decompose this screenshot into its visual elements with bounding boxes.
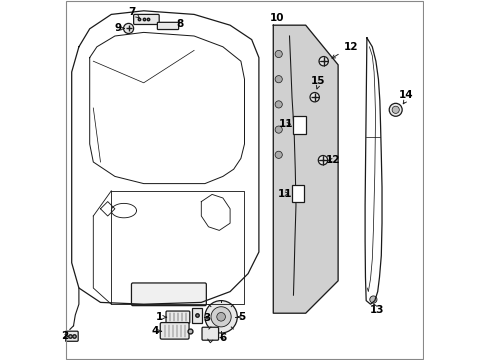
Text: 8: 8 [177, 19, 183, 30]
Circle shape [204, 301, 237, 333]
Circle shape [275, 50, 282, 58]
FancyBboxPatch shape [157, 22, 178, 30]
Text: 10: 10 [269, 13, 284, 23]
Text: 11: 11 [277, 189, 291, 199]
Circle shape [211, 307, 231, 327]
FancyBboxPatch shape [65, 331, 78, 341]
Text: 12: 12 [325, 155, 339, 165]
Circle shape [275, 151, 282, 158]
Circle shape [391, 106, 399, 113]
Text: 6: 6 [219, 333, 226, 343]
Text: 3: 3 [203, 312, 211, 323]
FancyBboxPatch shape [133, 14, 159, 24]
Text: 4: 4 [151, 326, 162, 336]
Text: 14: 14 [398, 90, 413, 100]
Text: 2: 2 [61, 331, 68, 341]
FancyBboxPatch shape [293, 116, 305, 134]
Text: 7: 7 [128, 7, 139, 18]
Circle shape [275, 126, 282, 133]
FancyBboxPatch shape [131, 283, 206, 306]
Circle shape [123, 23, 133, 33]
Text: 11: 11 [278, 119, 292, 129]
Polygon shape [273, 25, 337, 313]
FancyBboxPatch shape [166, 311, 189, 323]
Text: 15: 15 [310, 76, 325, 86]
Circle shape [369, 296, 376, 303]
FancyBboxPatch shape [160, 323, 189, 339]
Text: 9: 9 [114, 23, 124, 33]
Text: 1: 1 [156, 312, 166, 322]
Circle shape [275, 76, 282, 83]
FancyBboxPatch shape [291, 185, 303, 202]
Text: 5: 5 [238, 312, 245, 322]
Circle shape [309, 93, 319, 102]
Circle shape [318, 156, 327, 165]
Circle shape [275, 101, 282, 108]
Text: 12: 12 [331, 42, 357, 58]
Circle shape [388, 103, 401, 116]
FancyBboxPatch shape [202, 327, 218, 340]
FancyBboxPatch shape [191, 308, 202, 323]
Text: 13: 13 [369, 305, 384, 315]
Circle shape [216, 312, 225, 321]
Circle shape [318, 57, 328, 66]
